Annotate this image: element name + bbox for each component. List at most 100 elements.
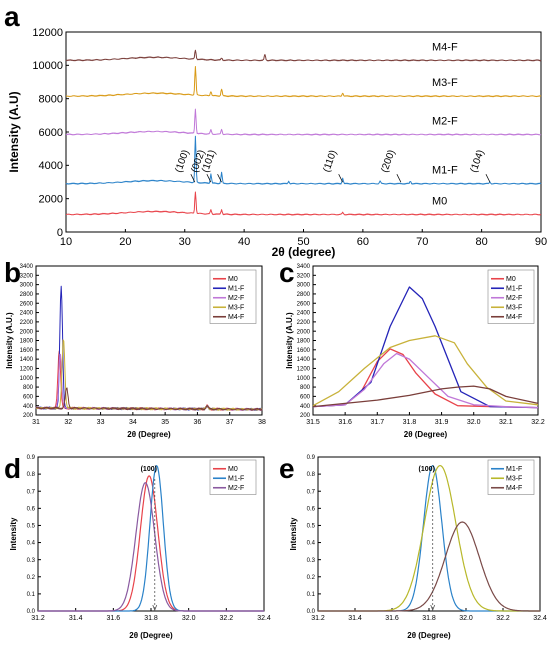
y-tick-label: 2000 — [297, 329, 311, 335]
y-tick-label: 2000 — [20, 329, 34, 335]
y-tick-label: 0.0 — [27, 609, 36, 615]
series-line-m4-f — [65, 49, 542, 62]
x-tick-label: 38 — [258, 419, 266, 426]
x-tick-label: 31.5 — [306, 419, 320, 426]
annotation-arrow — [206, 174, 212, 183]
y-tick-label: 0.2 — [307, 575, 316, 581]
y-tick-label: 0.7 — [27, 489, 36, 495]
y-tick-label: 200 — [23, 413, 34, 419]
y-tick-label: 200 — [300, 413, 311, 419]
x-tick-label: 32.2 — [496, 615, 510, 622]
x-tick-label: 90 — [535, 236, 547, 248]
y-tick-label: 1600 — [297, 348, 311, 354]
x-tick-label: 31.7 — [370, 419, 384, 426]
x-tick-label: 31.6 — [338, 419, 352, 426]
x-tick-label: 32.1 — [499, 419, 513, 426]
annotation-arrow — [396, 174, 402, 183]
y-tick-label: 800 — [300, 385, 311, 391]
y-tick-label: 3200 — [20, 273, 34, 279]
panel-d-chart: 31.2 31.4 31.6 31.8 32.0 32.2 32.4 0.0 0.1 0.2 0.3… — [9, 455, 271, 640]
y-tick-label: 2800 — [297, 292, 311, 298]
y-tick-label: 1200 — [297, 367, 311, 373]
x-tick-label: 31.6 — [385, 615, 399, 622]
panel-letter-b: b — [4, 257, 21, 288]
series-line-m0 — [65, 191, 542, 216]
legend-label: M2-F — [506, 295, 522, 302]
series-line-m0 — [35, 350, 263, 411]
y-tick-label: 2400 — [297, 311, 311, 317]
reference-arrow — [430, 604, 436, 612]
x-tick-label: 31.8 — [403, 419, 417, 426]
series-line-m0 — [38, 475, 264, 612]
series-line-m2-f — [312, 352, 539, 409]
y-tick-label: 2600 — [20, 301, 34, 307]
panel-letter-e: e — [279, 453, 295, 484]
x-tick-label: 31.8 — [422, 615, 436, 622]
y-tick-label: 6000 — [39, 127, 63, 139]
legend-label: M3-F — [506, 476, 522, 483]
x-tick-label: 35 — [161, 419, 169, 426]
series-label-m2-f: M2-F — [432, 116, 458, 128]
y-axis-label: Intensity (A.U.) — [5, 312, 14, 369]
legend-label: M3-F — [506, 305, 522, 312]
y-tick-label: 800 — [23, 385, 34, 391]
y-tick-label: 0.1 — [27, 592, 36, 598]
series-label-m1-f: M1-F — [432, 165, 458, 177]
x-tick-label: 31.4 — [69, 615, 83, 622]
x-tick-label: 31.4 — [348, 615, 362, 622]
series-line-m3-f — [65, 66, 542, 98]
y-tick-label: 3200 — [297, 273, 311, 279]
y-tick-label: 1000 — [297, 376, 311, 382]
series-line-m0 — [312, 348, 539, 409]
series-label-m4-f: M4-F — [432, 41, 458, 53]
series-line-m1-f — [65, 135, 542, 185]
x-tick-label: 32 — [64, 419, 72, 426]
series-label-m3-f: M3-F — [432, 77, 458, 89]
x-tick-label: 32.0 — [467, 419, 481, 426]
peak-annotation: (200) — [379, 148, 397, 174]
y-tick-label: 2000 — [39, 194, 63, 206]
panel-letter-a: a — [4, 1, 20, 32]
legend-label: M2-F — [228, 485, 244, 492]
y-tick-label: 400 — [300, 404, 311, 410]
legend-label: M2-F — [228, 295, 244, 302]
y-tick-label: 0.1 — [307, 592, 316, 598]
series-line-m3-f — [312, 335, 539, 407]
y-tick-label: 8000 — [39, 94, 63, 106]
series-line-m2-f — [65, 108, 542, 136]
peak-annotation: (104) — [468, 148, 486, 174]
x-tick-label: 40 — [238, 236, 250, 248]
reference-arrow — [152, 604, 158, 612]
legend-label: M0 — [228, 466, 238, 473]
y-tick-label: 3400 — [297, 264, 311, 270]
y-axis-label: Intensity — [289, 517, 298, 550]
y-tick-label: 0.3 — [27, 558, 36, 564]
annotation-arrow — [485, 174, 491, 183]
x-tick-label: 32.0 — [459, 615, 473, 622]
series-line-m4-f — [318, 521, 540, 612]
x-tick-label: 30 — [179, 236, 191, 248]
y-tick-label: 0.9 — [27, 455, 36, 461]
legend-label: M0 — [506, 276, 516, 283]
peak-annotation: (110) — [321, 149, 339, 174]
x-tick-label: 20 — [119, 236, 131, 248]
y-axis-label: Intensity (A.U.) — [285, 312, 294, 369]
legend-label: M1-F — [506, 466, 522, 473]
x-tick-label: 32.2 — [531, 419, 545, 426]
annotation-arrow — [190, 174, 196, 183]
panel-c-chart: 31.5 31.6 31.7 31.8 31.9 32.0 32.1 32.2 200 400 60… — [285, 264, 545, 439]
x-tick-label: 33 — [97, 419, 105, 426]
series-line-m4-f — [312, 385, 539, 408]
x-tick-label: 70 — [416, 236, 428, 248]
x-tick-label: 10 — [60, 236, 72, 248]
legend-label: M3-F — [228, 305, 244, 312]
y-tick-label: 0.8 — [27, 472, 36, 478]
peak-annotation: (100) — [419, 466, 435, 473]
y-tick-label: 600 — [300, 394, 311, 400]
x-tick-label: 31.2 — [311, 615, 325, 622]
x-axis-label: 2θ (Degree) — [127, 430, 171, 439]
y-tick-label: 4000 — [39, 160, 63, 172]
x-tick-label: 32.0 — [182, 615, 196, 622]
y-tick-label: 10000 — [32, 60, 63, 72]
y-tick-label: 400 — [23, 404, 34, 410]
